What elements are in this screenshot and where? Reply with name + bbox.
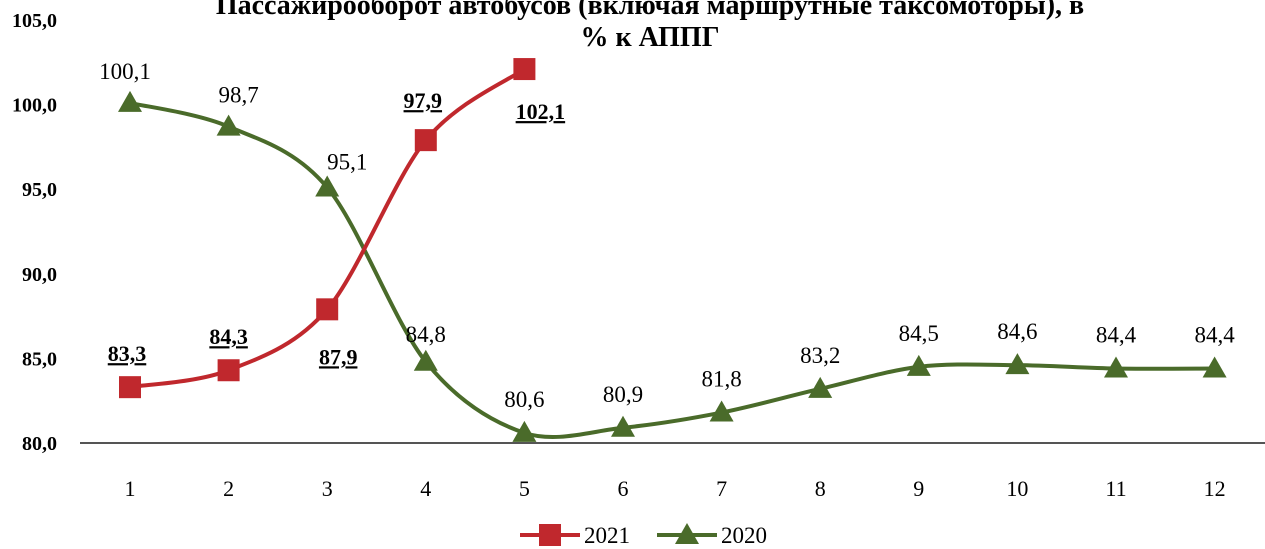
chart-title-line-1: Пассажирооборот автобусов (включая маршр…: [216, 0, 1084, 21]
x-tick-label: 4: [420, 476, 431, 501]
data-point-2020: [118, 90, 142, 112]
x-tick-label: 10: [1006, 476, 1028, 501]
data-label-2020: 80,9: [603, 382, 643, 407]
data-point-2020: [611, 415, 635, 437]
data-label-2020: 100,1: [99, 59, 151, 84]
series-line-2020: [129, 100, 1215, 440]
data-label-2020: 80,6: [504, 387, 544, 412]
data-point-2020: [512, 420, 537, 442]
data-point-2020: [216, 114, 241, 136]
data-point-2020: [709, 400, 734, 422]
legend-item-2020: 2020: [657, 523, 767, 548]
data-point-2020: [315, 175, 340, 197]
x-tick-label: 1: [125, 476, 136, 501]
data-label-2021: 102,1: [516, 99, 566, 124]
series-2020: [118, 90, 1227, 442]
x-tick-label: 9: [913, 476, 924, 501]
data-label-2020: 83,2: [800, 343, 840, 368]
chart-title-line-2: % к АППГ: [580, 22, 719, 53]
data-label-2021: 83,3: [108, 341, 147, 366]
series-2021: [119, 58, 536, 399]
y-tick-label: 90,0: [22, 264, 57, 286]
y-tick-label: 80,0: [22, 433, 57, 455]
legend-label: 2021: [584, 523, 630, 548]
data-labels: 100,1 98,7 95,1 84,8 80,6 80,9 81,8 83,2 84,5 84,…: [99, 59, 1235, 412]
data-point-2021: [414, 129, 437, 152]
data-point-2021: [316, 298, 339, 321]
x-tick-label: 11: [1105, 476, 1126, 501]
legend-label: 2020: [721, 523, 767, 548]
x-tick-label: 2: [223, 476, 234, 501]
data-label-2020: 84,8: [406, 322, 446, 347]
x-tick-label: 5: [519, 476, 530, 501]
data-point-2021: [119, 376, 141, 399]
x-tick-label: 12: [1204, 476, 1226, 501]
data-point-2021: [217, 359, 240, 382]
data-label-2020: 84,6: [997, 319, 1037, 344]
x-axis: 1 2 3 4 5 6 7 8 9 10 11 12: [80, 442, 1265, 501]
data-label-2021: 97,9: [404, 88, 443, 113]
y-tick-label: 100,0: [12, 95, 57, 117]
data-label-2020: 98,7: [218, 83, 258, 108]
data-point-2020: [1202, 356, 1227, 378]
x-tick-label: 8: [815, 476, 826, 501]
legend: 2021 2020: [520, 523, 767, 548]
data-point-2020: [1104, 356, 1128, 378]
y-tick-label: 105,0: [12, 10, 57, 32]
series-layer: [118, 58, 1227, 442]
x-tick-label: 3: [322, 476, 333, 501]
data-point-2020: [906, 354, 931, 376]
data-point-2020: [1005, 353, 1030, 375]
x-tick-label: 6: [618, 476, 629, 501]
data-label-2020: 84,5: [899, 321, 939, 346]
data-label-2021: 84,3: [209, 324, 248, 349]
y-tick-label: 85,0: [22, 348, 57, 370]
data-label-2020: 84,4: [1096, 323, 1137, 348]
data-point-2020: [413, 349, 438, 371]
y-axis: 80,0 85,0 90,0 95,0 100,0 105,0: [12, 10, 57, 455]
data-label-2020: 84,4: [1194, 323, 1235, 348]
series-line-2021: [129, 67, 526, 390]
data-label-2020: 95,1: [327, 150, 367, 175]
legend-marker-2021: [539, 524, 561, 546]
data-point-2020: [808, 376, 833, 398]
data-label-2020: 81,8: [701, 367, 741, 392]
legend-item-2021: 2021: [520, 523, 630, 548]
data-point-2021: [513, 58, 536, 81]
x-tick-label: 7: [716, 476, 727, 501]
y-tick-label: 95,0: [22, 179, 57, 201]
legend-marker-2020: [675, 523, 699, 544]
data-label-2021: 87,9: [319, 344, 358, 369]
